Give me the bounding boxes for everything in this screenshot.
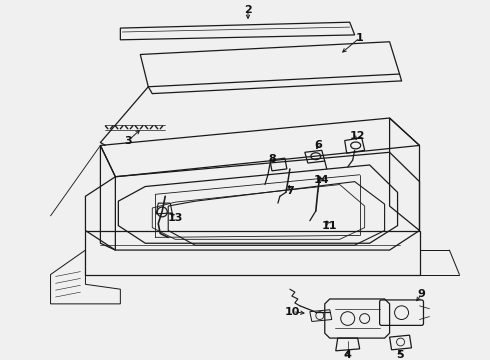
Text: 3: 3 [124, 136, 132, 145]
Text: 10: 10 [285, 307, 300, 317]
Text: 13: 13 [168, 213, 183, 223]
Text: 1: 1 [356, 33, 364, 43]
Text: 12: 12 [350, 131, 366, 141]
Text: 11: 11 [322, 221, 338, 231]
Text: 4: 4 [344, 350, 352, 360]
Text: 9: 9 [417, 289, 425, 299]
Text: 5: 5 [396, 350, 403, 360]
Text: 14: 14 [314, 175, 330, 185]
Text: 6: 6 [314, 140, 322, 150]
Text: 8: 8 [268, 154, 276, 164]
Text: 7: 7 [286, 186, 294, 197]
Text: 2: 2 [244, 5, 252, 15]
